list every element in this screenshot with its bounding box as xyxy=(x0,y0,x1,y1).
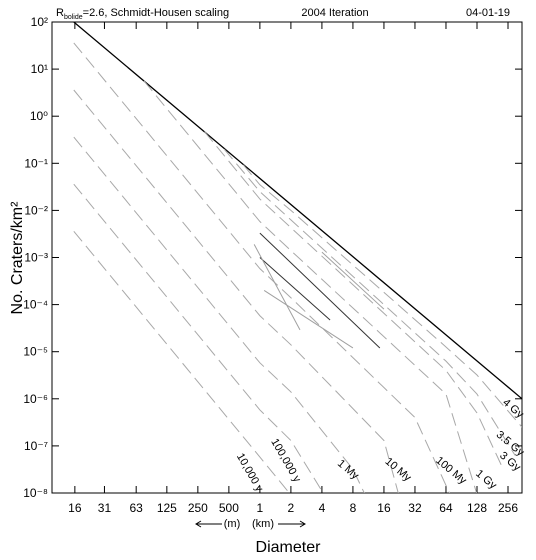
isochron-line xyxy=(143,80,478,493)
x-tick-label: 32 xyxy=(408,501,422,515)
x-tick-label: 31 xyxy=(98,501,112,515)
y-tick-label: 10⁻⁶ xyxy=(23,392,48,406)
y-tick-label: 10⁻² xyxy=(24,203,48,217)
chart-date: 04-01-19 xyxy=(466,7,510,19)
x-tick-label: 64 xyxy=(439,501,453,515)
isochron-line xyxy=(73,89,399,493)
x-tick-label: 128 xyxy=(467,501,487,515)
isochron-line xyxy=(73,136,365,493)
isochron-line xyxy=(73,42,451,493)
isochron-line xyxy=(242,164,522,428)
y-tick-label: 10⁻⁷ xyxy=(24,439,48,453)
reference-line xyxy=(73,22,522,400)
unit-arrows xyxy=(195,520,306,528)
isochron-line xyxy=(223,148,516,456)
reference-line xyxy=(321,251,385,310)
x-tick-label: 500 xyxy=(219,501,239,515)
y-tick-label: 10⁻¹ xyxy=(24,156,48,170)
isochron-line xyxy=(73,183,324,493)
arrow-left-head xyxy=(195,520,202,528)
x-tick-label: 63 xyxy=(130,501,144,515)
y-tick-label: 10⁻⁵ xyxy=(23,345,48,359)
y-tick-label: 10⁰ xyxy=(30,109,48,123)
x-tick-label: 16 xyxy=(68,501,82,515)
x-axis-label: Diameter xyxy=(256,539,322,555)
title-prefix: R xyxy=(56,7,64,19)
isochron-label: 100,000 y xyxy=(268,437,303,485)
y-tick-label: 10⁻⁸ xyxy=(23,486,48,500)
y-tick-label: 10² xyxy=(31,15,48,29)
y-tick-label: 10⁻⁴ xyxy=(23,298,48,312)
x-tick-label: 8 xyxy=(350,501,357,515)
chart-subtitle: 2004 Iteration xyxy=(301,7,368,19)
reference-line xyxy=(259,232,381,349)
reference-line xyxy=(253,244,301,331)
x-tick-label: 1 xyxy=(257,501,264,515)
plot-frame xyxy=(51,21,523,494)
isochron-label: 10 My xyxy=(383,455,414,484)
reference-line xyxy=(263,290,354,349)
x-unit-left: (m) xyxy=(224,518,241,530)
y-axis-label: No. Craters/km² xyxy=(9,201,26,315)
x-tick-label: 256 xyxy=(498,501,518,515)
reference-line xyxy=(259,257,331,321)
y-tick-label: 10⁻³ xyxy=(24,251,48,265)
chart-title-line: Rbolide=2.6, Schmidt-Housen scaling xyxy=(56,7,229,21)
x-tick-label: 16 xyxy=(377,501,391,515)
title-subscript: bolide xyxy=(64,14,83,21)
x-tick-label: 125 xyxy=(157,501,177,515)
x-tick-label: 4 xyxy=(319,501,326,515)
y-tick-label: 10¹ xyxy=(31,62,48,76)
arrow-right-head xyxy=(299,520,306,528)
isochron-label: 100 My xyxy=(433,455,469,488)
plot-lines xyxy=(73,22,522,493)
x-tick-label: 2 xyxy=(288,501,295,515)
isochron-line xyxy=(73,230,290,493)
x-unit-right: (km) xyxy=(252,518,274,530)
chart-title: =2.6, Schmidt-Housen scaling xyxy=(83,7,229,19)
isochron-line xyxy=(204,131,504,470)
x-tick-label: 250 xyxy=(188,501,208,515)
